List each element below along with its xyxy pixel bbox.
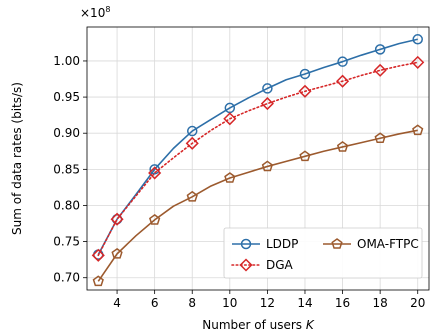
x-tick-label: 4 xyxy=(113,296,121,310)
x-tick-label: 12 xyxy=(260,296,275,310)
legend-label-oma-ftpc: OMA-FTPC xyxy=(357,237,419,251)
data-point-lddp xyxy=(374,44,386,55)
x-axis-label: Number of users K xyxy=(202,318,315,332)
data-point-lddp xyxy=(262,83,273,94)
data-point-dga xyxy=(298,84,312,98)
x-tick-label: 6 xyxy=(151,296,159,310)
data-point-oma-ftpc xyxy=(149,213,161,225)
data-point-dga xyxy=(335,74,350,88)
x-tick-label: 16 xyxy=(335,296,350,310)
plot-frame xyxy=(86,26,430,291)
series-line-lddp xyxy=(97,38,418,255)
data-point-dga xyxy=(411,55,425,69)
x-tick-label: 20 xyxy=(410,296,425,310)
series-oma-ftpc xyxy=(92,124,424,287)
series-dga xyxy=(91,55,425,262)
data-point-lddp xyxy=(299,68,311,80)
y-tick-label: 0.95 xyxy=(53,90,80,104)
data-point-dga xyxy=(110,212,124,226)
legend-item-lddp: LDDP xyxy=(232,237,298,251)
x-axis-label-text: Number of users xyxy=(202,318,302,332)
ticks-layer: 4 6 8 10 12 14 16 18 20 0.70 0.75 0.80 0.85 0.90 0.95 1… xyxy=(53,54,425,310)
legend: LDDP OMA-FTPC DGA xyxy=(223,227,423,279)
legend-marker xyxy=(239,258,253,272)
legend-marker xyxy=(331,238,343,249)
data-point-dga xyxy=(223,112,237,126)
y-tick-label: 0.70 xyxy=(53,271,80,285)
legend-item-oma-ftpc: OMA-FTPC xyxy=(323,237,419,251)
data-point-lddp xyxy=(337,56,348,67)
data-point-dga xyxy=(260,97,274,111)
data-point-oma-ftpc xyxy=(224,172,236,183)
legend-marker xyxy=(240,238,252,250)
data-point-oma-ftpc xyxy=(412,124,424,136)
series-layer xyxy=(91,34,425,287)
x-tick-label: 8 xyxy=(188,296,196,310)
legend-box xyxy=(223,227,423,279)
data-point-oma-ftpc xyxy=(374,132,386,144)
data-point-oma-ftpc xyxy=(336,141,349,152)
x-axis-label-variable: K xyxy=(306,318,315,332)
legend-label-dga: DGA xyxy=(266,258,294,272)
data-point-oma-ftpc xyxy=(261,160,274,172)
data-point-dga xyxy=(373,63,387,77)
y-tick-label: 0.80 xyxy=(53,198,80,212)
data-point-oma-ftpc xyxy=(299,150,311,162)
x-tick-label: 10 xyxy=(222,296,237,310)
legend-item-dga: DGA xyxy=(231,258,294,272)
data-point-lddp xyxy=(412,34,423,45)
x-tick-label: 14 xyxy=(297,296,312,310)
y-axis-label: Sum of data rates (bits/s) xyxy=(10,82,24,235)
data-point-lddp xyxy=(186,125,198,137)
y-tick-label: 0.90 xyxy=(53,126,80,140)
data-point-oma-ftpc xyxy=(92,275,104,287)
data-point-oma-ftpc xyxy=(111,247,123,259)
data-point-dga xyxy=(91,248,105,262)
y-multiplier-base: ×10 xyxy=(80,6,105,20)
y-multiplier-exponent: 8 xyxy=(105,5,110,14)
y-multiplier: ×108 xyxy=(80,5,110,20)
series-line-dga xyxy=(97,61,419,257)
y-tick-label: 0.75 xyxy=(53,235,80,249)
y-tick-label: 1.00 xyxy=(53,54,80,68)
legend-label-lddp: LDDP xyxy=(266,237,298,251)
x-tick-label: 18 xyxy=(373,296,388,310)
y-tick-label: 0.85 xyxy=(53,162,80,176)
data-point-dga xyxy=(185,136,199,150)
data-point-dga xyxy=(148,166,162,180)
data-point-oma-ftpc xyxy=(186,190,198,202)
